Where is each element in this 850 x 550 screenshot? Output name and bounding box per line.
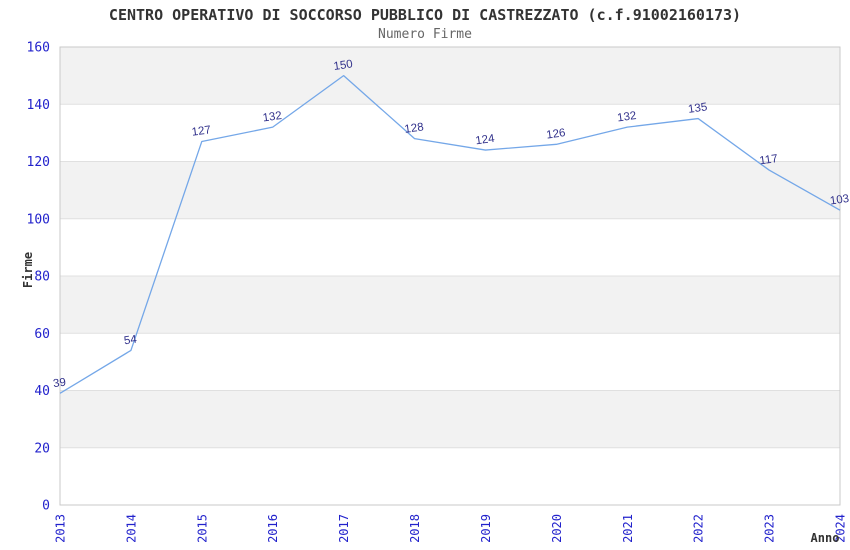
x-axis-title: Anno bbox=[810, 531, 840, 545]
data-series-line bbox=[59, 74, 841, 394]
data-point-label: 124 bbox=[475, 133, 496, 148]
x-tick-label: 2013 bbox=[54, 514, 68, 543]
x-tick-label: 2023 bbox=[763, 514, 777, 543]
y-tick-label: 140 bbox=[27, 98, 50, 113]
y-tick-label: 80 bbox=[34, 270, 50, 285]
data-point-label: 128 bbox=[404, 121, 425, 136]
data-point-label: 150 bbox=[333, 58, 354, 73]
data-point-label: 126 bbox=[546, 127, 567, 142]
plot-band bbox=[60, 218, 840, 276]
page-title: CENTRO OPERATIVO DI SOCCORSO PUBBLICO DI… bbox=[108, 6, 742, 24]
x-tick-label: 2021 bbox=[621, 514, 635, 543]
y-tick-label: 160 bbox=[27, 41, 50, 56]
data-point-label: 117 bbox=[759, 153, 779, 167]
x-tick-label: 2014 bbox=[124, 514, 138, 543]
plot-band bbox=[60, 447, 840, 505]
data-point-label: 132 bbox=[262, 110, 283, 125]
data-point-label: 54 bbox=[123, 334, 138, 348]
x-tick-label: 2019 bbox=[479, 514, 493, 543]
plot-band bbox=[60, 333, 840, 391]
data-point-label: 39 bbox=[52, 377, 66, 391]
plot-border bbox=[59, 46, 841, 506]
x-tick-label: 2015 bbox=[195, 514, 209, 543]
y-tick-label: 20 bbox=[34, 441, 50, 456]
y-tick-label: 0 bbox=[42, 499, 50, 514]
data-point-label: 135 bbox=[687, 101, 708, 116]
y-tick-label: 60 bbox=[34, 327, 50, 342]
data-point-label: 132 bbox=[617, 110, 638, 125]
y-tick-label: 120 bbox=[27, 155, 50, 170]
y-tick-label: 40 bbox=[34, 384, 50, 399]
plot-band bbox=[60, 47, 840, 105]
plot-band bbox=[60, 390, 840, 448]
x-tick-label: 2020 bbox=[550, 514, 564, 543]
x-tick-label: 2018 bbox=[408, 514, 422, 543]
plot-band bbox=[60, 161, 840, 219]
x-tick-label: 2022 bbox=[692, 514, 706, 543]
x-tick-label: 2017 bbox=[337, 514, 351, 543]
chart-subtitle: Numero Firme bbox=[378, 27, 472, 42]
plot-band bbox=[60, 276, 840, 334]
data-point-label: 127 bbox=[191, 124, 212, 139]
y-tick-label: 100 bbox=[27, 212, 50, 227]
data-point-label: 103 bbox=[829, 193, 850, 208]
plot-band bbox=[60, 104, 840, 162]
x-tick-label: 2024 bbox=[834, 514, 848, 543]
x-tick-label: 2016 bbox=[266, 514, 280, 543]
